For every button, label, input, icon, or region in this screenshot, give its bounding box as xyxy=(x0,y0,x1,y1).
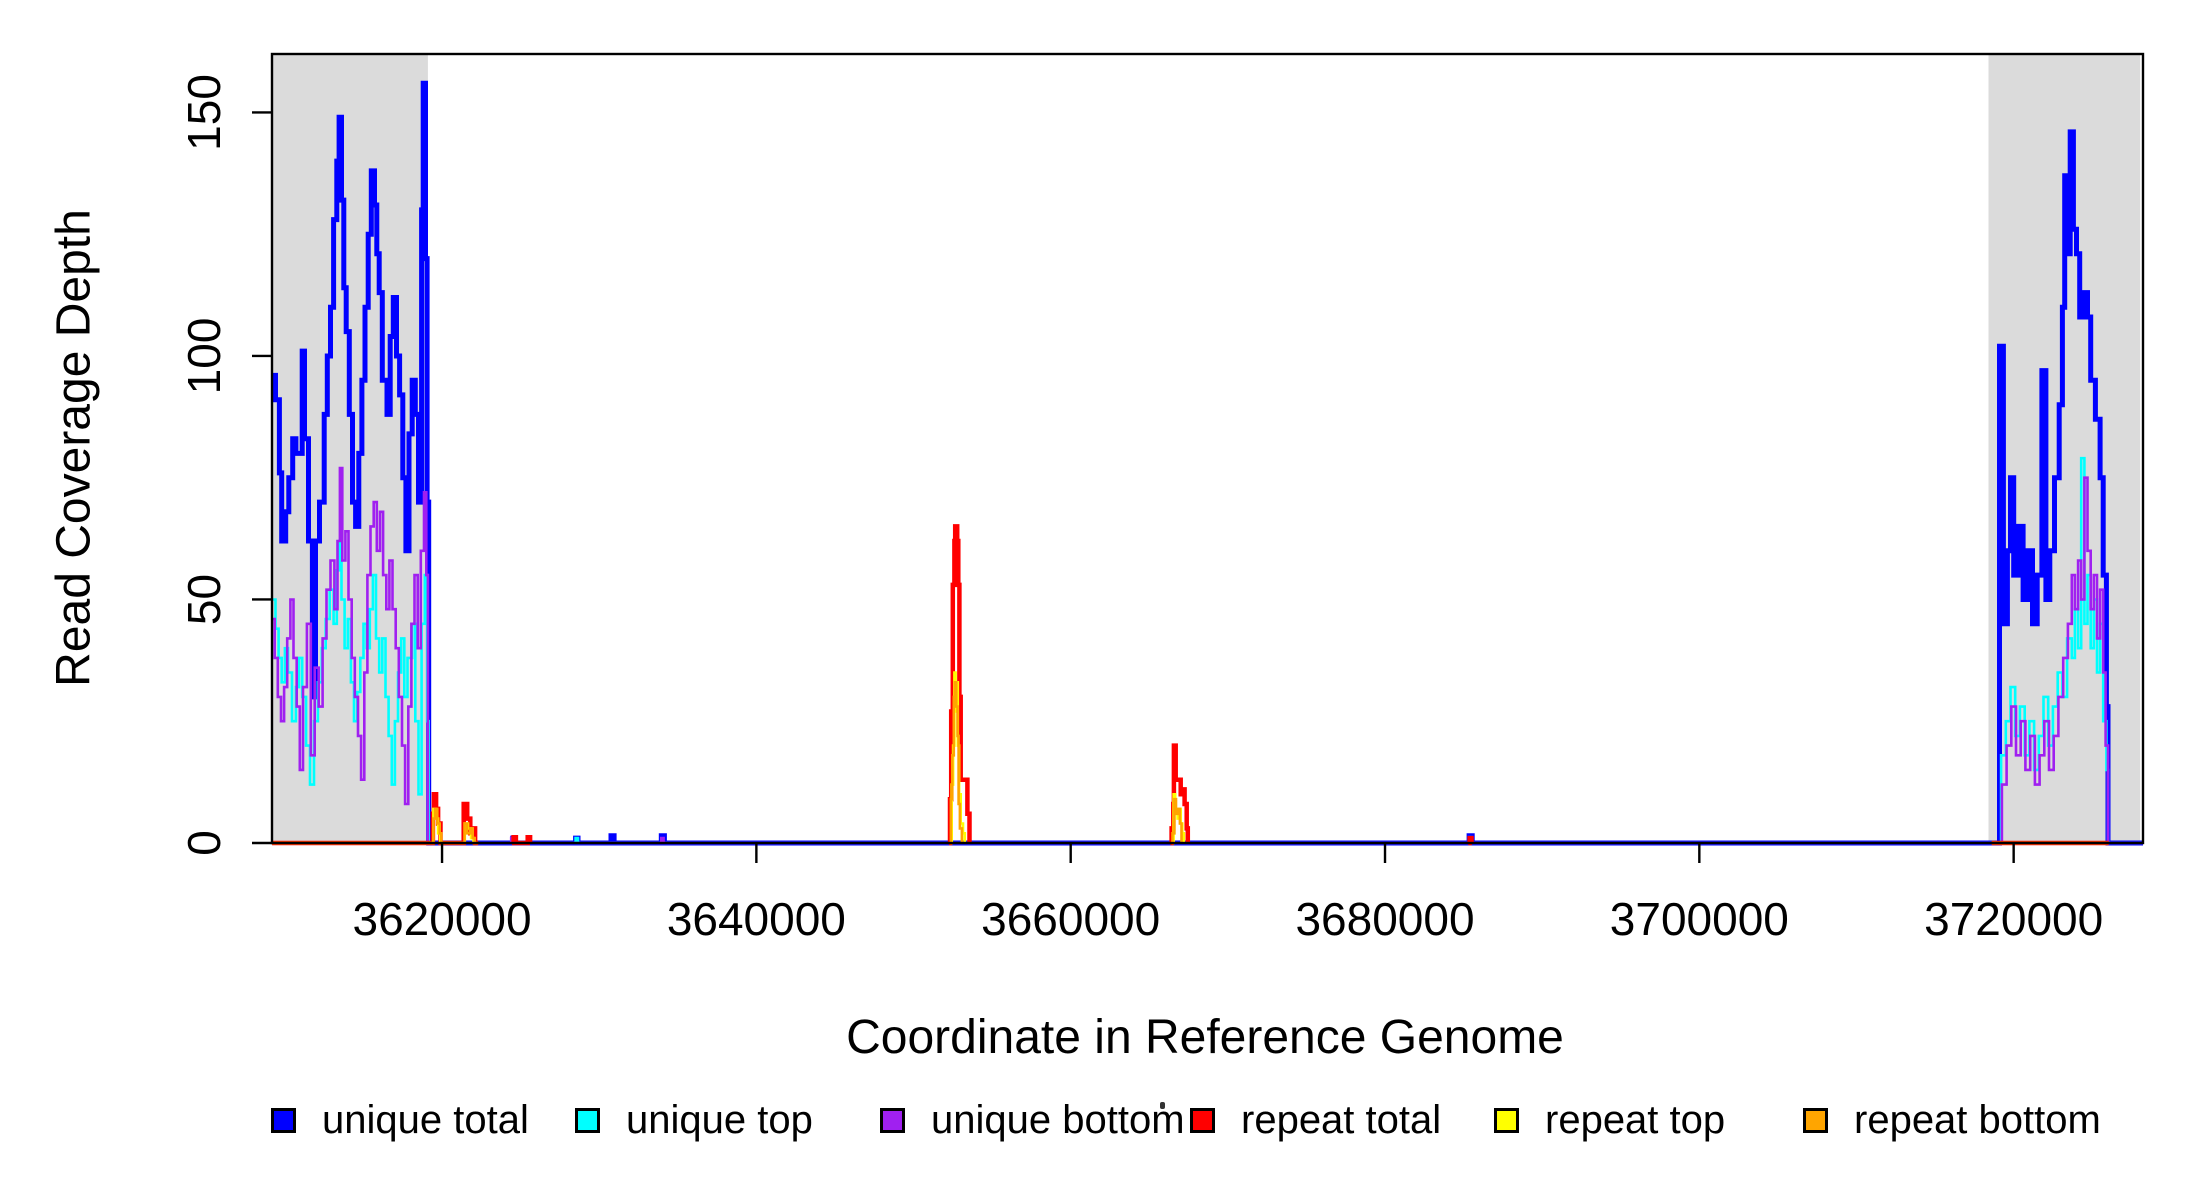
y-tick-label: 0 xyxy=(178,830,230,856)
series-unique-bottom xyxy=(272,466,2143,845)
repeat-total-swatch-icon xyxy=(1190,1107,1215,1133)
legend-item-unique-top: unique top xyxy=(575,1096,813,1144)
legend-item-unique-total: unique total xyxy=(271,1096,529,1144)
unique-total-swatch-icon xyxy=(271,1107,296,1133)
series-unique-top xyxy=(272,456,2143,845)
y-tick-label: 100 xyxy=(178,318,230,395)
repeat-bottom-swatch-icon xyxy=(1803,1107,1828,1133)
x-tick-label: 3680000 xyxy=(1295,893,1474,945)
series-unique-total xyxy=(272,80,2143,846)
plot-box xyxy=(270,52,2145,845)
legend-label: repeat bottom xyxy=(1854,1098,2101,1142)
x-axis-title-wrap: Coordinate in Reference Genome xyxy=(0,1010,2200,1065)
y-tick-label: 150 xyxy=(178,74,230,151)
unique-top-swatch-icon xyxy=(575,1107,600,1133)
legend-label: repeat top xyxy=(1545,1098,1726,1142)
series-repeat-bottom xyxy=(949,681,964,845)
legend-label: unique top xyxy=(626,1098,813,1142)
x-tick-label: 3660000 xyxy=(981,893,1160,945)
unique-bottom-swatch-icon xyxy=(880,1107,905,1133)
repeat-top-swatch-icon xyxy=(1494,1107,1519,1133)
legend: unique total unique top unique bottom re… xyxy=(0,1096,2200,1144)
y-axis-title: Read Coverage Depth xyxy=(47,209,101,687)
legend-item-repeat-total: repeat total xyxy=(1190,1096,1441,1144)
legend-label: unique bottom xyxy=(931,1098,1185,1142)
legend-item-repeat-bottom: repeat bottom xyxy=(1803,1096,2101,1144)
legend-item-unique-bottom: unique bottom xyxy=(880,1096,1185,1144)
y-tick-label: 50 xyxy=(178,574,230,625)
stray-mark xyxy=(1160,1102,1165,1109)
legend-label: repeat total xyxy=(1241,1098,1442,1142)
x-axis-title: Coordinate in Reference Genome xyxy=(846,1011,1564,1064)
legend-item-repeat-top: repeat top xyxy=(1494,1096,1725,1144)
x-tick-label: 3720000 xyxy=(1924,893,2103,945)
series-repeat-bottom xyxy=(1171,797,1183,845)
legend-label: unique total xyxy=(322,1098,529,1142)
x-tick-label: 3620000 xyxy=(353,893,532,945)
series-repeat-total xyxy=(947,524,972,846)
x-tick-label: 3700000 xyxy=(1610,893,1789,945)
x-tick-label: 3640000 xyxy=(667,893,846,945)
